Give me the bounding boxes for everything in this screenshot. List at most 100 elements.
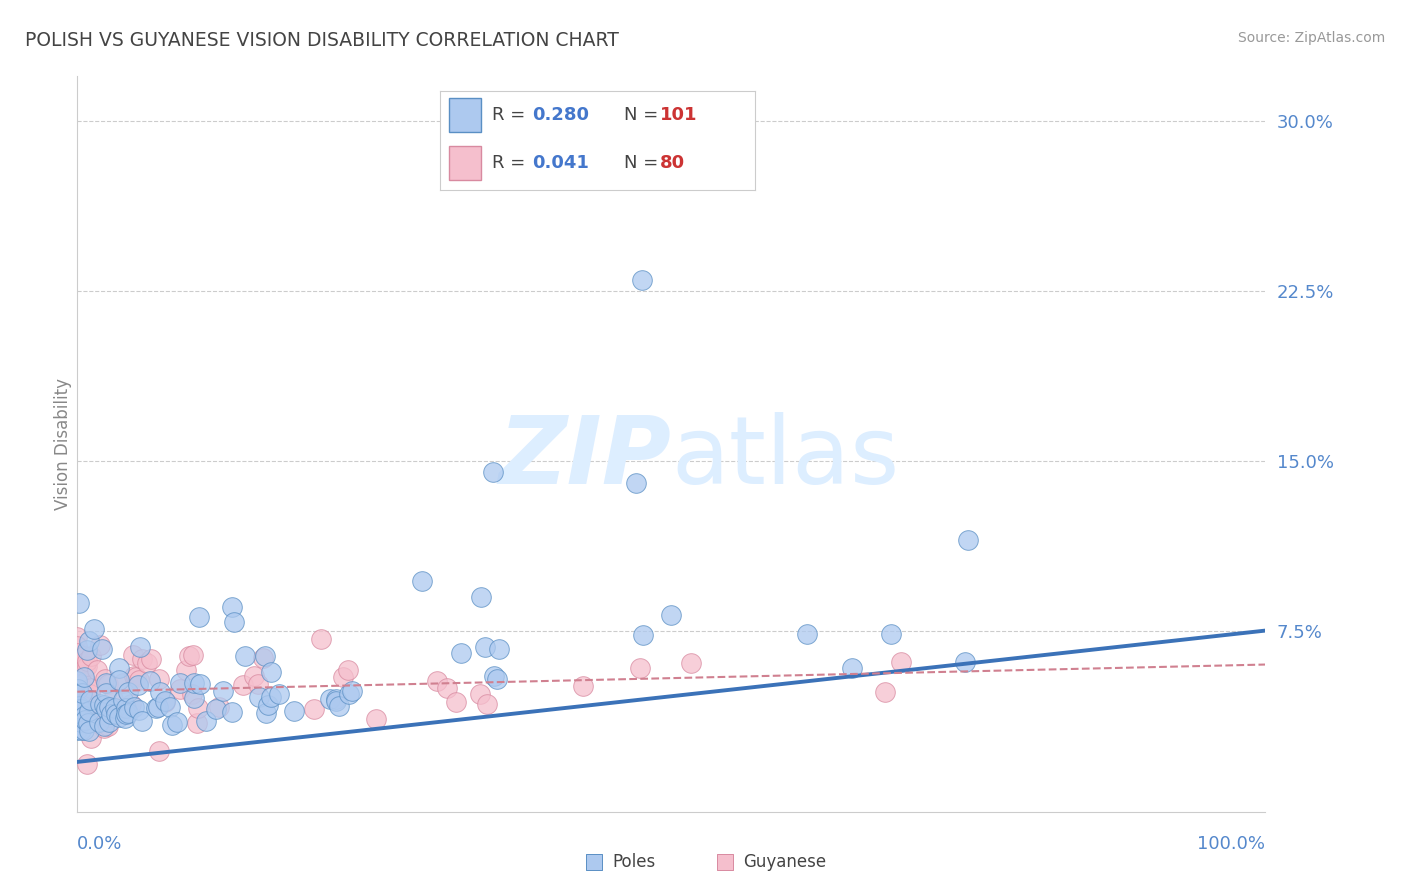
Point [160, 718, 183, 732]
Point [890, 655, 912, 669]
Point [318, 692, 340, 706]
Text: Poles: Poles [612, 853, 655, 871]
Point [477, 697, 499, 711]
Point [86, 709, 108, 723]
Point [128, 703, 150, 717]
Point [80, 649, 103, 664]
Point [117, 706, 139, 720]
Point [186, 715, 208, 730]
Point [66, 706, 89, 720]
Point [450, 646, 472, 660]
Point [444, 695, 467, 709]
Point [880, 627, 903, 641]
Point [155, 695, 177, 709]
Point [66, 653, 89, 667]
Point [67, 677, 90, 691]
Point [411, 574, 433, 588]
Point [111, 676, 134, 690]
Point [75, 689, 97, 703]
Point [70, 679, 93, 693]
Point [66, 640, 89, 654]
Point [73, 675, 96, 690]
Point [222, 615, 245, 629]
Point [80, 731, 103, 746]
Point [67, 699, 90, 714]
Point [488, 148, 510, 162]
Point [66, 646, 89, 660]
Point [77, 633, 100, 648]
Point [260, 665, 283, 679]
Point [94, 676, 117, 690]
Point [108, 709, 131, 723]
Point [482, 668, 505, 682]
Point [69, 701, 91, 715]
Point [73, 723, 96, 737]
Point [77, 687, 100, 701]
Point [247, 690, 270, 704]
Point [94, 686, 117, 700]
Point [89, 697, 111, 711]
Point [111, 693, 134, 707]
Point [212, 683, 235, 698]
Point [67, 673, 90, 688]
Point [117, 685, 139, 699]
Point [366, 712, 388, 726]
Point [79, 693, 101, 707]
Point [79, 687, 101, 701]
Point [67, 675, 90, 690]
Text: 0.0%: 0.0% [77, 835, 122, 854]
Point [131, 714, 153, 728]
Point [148, 672, 170, 686]
Point [129, 640, 152, 655]
Text: POLISH VS GUYANESE VISION DISABILITY CORRELATION CHART: POLISH VS GUYANESE VISION DISABILITY COR… [25, 31, 619, 50]
Point [66, 723, 89, 737]
Point [72, 685, 94, 699]
Point [100, 707, 122, 722]
Point [337, 687, 360, 701]
Point [69, 701, 91, 715]
Point [256, 698, 278, 713]
Point [148, 744, 170, 758]
Point [661, 607, 683, 622]
Point [107, 660, 129, 674]
Point [76, 756, 98, 771]
Point [221, 705, 243, 719]
Point [342, 684, 364, 698]
Text: ZIP: ZIP [499, 412, 672, 505]
Point [283, 704, 305, 718]
Point [624, 476, 647, 491]
Point [93, 706, 115, 720]
Point [325, 692, 347, 706]
Point [242, 669, 264, 683]
Point [309, 632, 332, 646]
Point [183, 691, 205, 706]
Text: atlas: atlas [672, 412, 900, 505]
Point [76, 643, 98, 657]
Point [69, 704, 91, 718]
Point [83, 623, 105, 637]
Point [77, 690, 100, 704]
Point [98, 700, 121, 714]
Point [953, 656, 976, 670]
Point [66, 681, 89, 696]
Point [66, 672, 89, 686]
Point [136, 656, 159, 670]
Point [159, 700, 181, 714]
Point [247, 677, 270, 691]
Point [679, 656, 702, 670]
Point [470, 590, 492, 604]
Point [69, 714, 91, 729]
Point [101, 691, 124, 706]
Point [436, 681, 458, 696]
Point [114, 701, 136, 715]
Point [114, 711, 136, 725]
Point [77, 704, 100, 718]
Point [97, 710, 120, 724]
Point [98, 715, 121, 730]
Point [269, 688, 291, 702]
Point [181, 648, 204, 662]
Point [80, 681, 103, 696]
Point [304, 702, 326, 716]
Point [260, 690, 283, 704]
Point [66, 706, 89, 721]
